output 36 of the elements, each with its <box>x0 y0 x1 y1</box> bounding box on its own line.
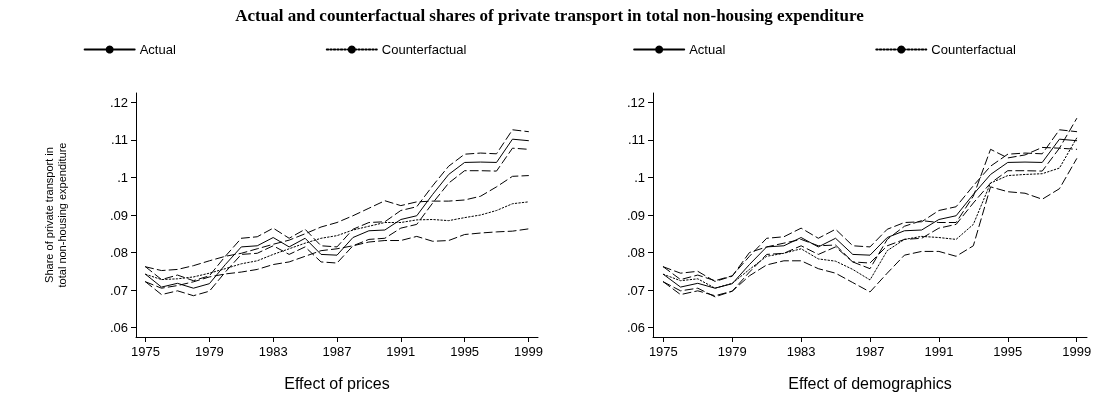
y-tick-label: .09 <box>626 207 645 223</box>
x-tick-label: 1975 <box>131 344 161 359</box>
legend-label: Actual <box>139 42 176 57</box>
x-tick-label: 1995 <box>993 344 1023 359</box>
x-tick-label: 1975 <box>648 344 678 359</box>
y-tick-label: .12 <box>626 94 645 110</box>
y-tick-label: .12 <box>109 94 128 110</box>
y-tick-label: .1 <box>117 169 128 185</box>
x-tick-label: 1979 <box>717 344 747 359</box>
legend-label: Counterfactual <box>931 42 1016 57</box>
y-tick-label: .11 <box>110 132 128 148</box>
y-tick-label: .07 <box>626 282 645 298</box>
x-tick-label: 1999 <box>513 344 543 359</box>
x-axis-title: Effect of demographics <box>788 374 952 392</box>
x-tick-label: 1987 <box>322 344 352 359</box>
x-tick-label: 1991 <box>386 344 416 359</box>
x-axis-title: Effect of prices <box>284 374 390 392</box>
x-tick-label: 1979 <box>194 344 224 359</box>
y-tick-label: .06 <box>626 320 645 336</box>
y-tick-label: .1 <box>634 169 645 185</box>
y-axis-title: Share of private transport in total non-housing expenditure <box>42 142 68 288</box>
y-tick-label: .08 <box>626 245 645 261</box>
x-tick-label: 1983 <box>258 344 288 359</box>
y-tick-label: .08 <box>109 245 128 261</box>
x-tick-label: 1995 <box>450 344 480 359</box>
legend-label: Actual <box>689 42 726 57</box>
y-tick-label: .11 <box>627 132 645 148</box>
legend-label: Counterfactual <box>381 42 467 57</box>
y-tick-label: .06 <box>109 320 128 336</box>
x-tick-label: 1999 <box>1062 344 1092 359</box>
x-tick-label: 1991 <box>924 344 954 359</box>
x-tick-label: 1987 <box>855 344 885 359</box>
chart-title: Actual and counterfactual shares of private transport in total non-housing expenditure <box>234 6 865 26</box>
x-tick-label: 1983 <box>786 344 816 359</box>
y-tick-label: .07 <box>109 282 128 298</box>
y-tick-label: .09 <box>109 207 128 223</box>
